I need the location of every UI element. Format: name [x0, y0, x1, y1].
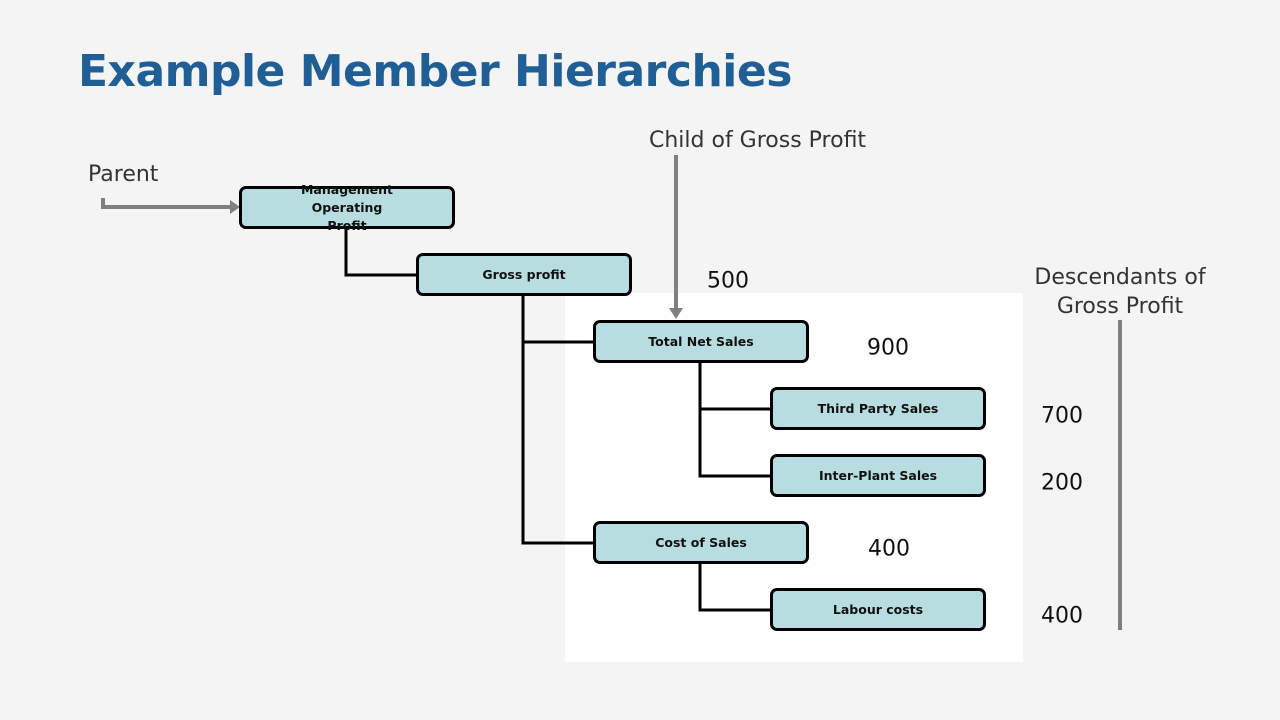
- child-of-label: Child of Gross Profit: [649, 128, 867, 153]
- node-label: Gross profit: [482, 266, 566, 282]
- node-cost-of-sales[interactable]: Cost of Sales: [593, 521, 809, 564]
- node-label: Third Party Sales: [817, 400, 939, 416]
- page-title: Example Member Hierarchies: [78, 46, 792, 97]
- node-third-party-sales[interactable]: Third Party Sales: [770, 387, 986, 430]
- connector-tns-children: [698, 363, 770, 478]
- connector-cos-labour: [698, 564, 770, 612]
- value-gross-profit: 500: [707, 268, 749, 294]
- node-label: Total Net Sales: [648, 333, 754, 349]
- node-gross-profit[interactable]: Gross profit: [416, 253, 632, 296]
- parent-arrow: [101, 198, 230, 209]
- value-inter-plant-sales: 200: [1041, 470, 1083, 496]
- node-label: Cost of Sales: [655, 534, 747, 550]
- value-third-party-sales: 700: [1041, 403, 1083, 429]
- value-labour-costs: 400: [1041, 603, 1083, 629]
- value-total-net-sales: 900: [867, 335, 909, 361]
- connector-mop-gross: [344, 229, 416, 277]
- node-labour-costs[interactable]: Labour costs: [770, 588, 986, 631]
- child-arrow-head: [669, 308, 683, 319]
- node-management-operating-profit[interactable]: Management Operating Profit: [239, 182, 455, 233]
- node-label: Management Operating Profit: [300, 181, 393, 233]
- parent-label: Parent: [88, 162, 159, 187]
- descendants-label: Descendants of Gross Profit: [1020, 263, 1220, 321]
- node-inter-plant-sales[interactable]: Inter-Plant Sales: [770, 454, 986, 497]
- connector-gross-tns: [521, 296, 593, 545]
- descendants-label-line2: Gross Profit: [1056, 294, 1184, 319]
- parent-arrow-head: [230, 200, 240, 214]
- descendants-label-line1: Descendants of: [1034, 265, 1206, 290]
- node-total-net-sales[interactable]: Total Net Sales: [593, 320, 809, 363]
- node-label: Inter-Plant Sales: [818, 467, 938, 483]
- node-label: Labour costs: [832, 601, 924, 617]
- value-cost-of-sales: 400: [868, 536, 910, 562]
